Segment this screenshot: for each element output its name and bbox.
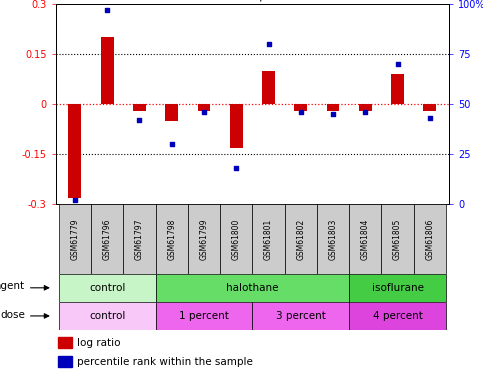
Text: percentile rank within the sample: percentile rank within the sample	[77, 357, 253, 367]
Bar	[91, 204, 123, 274]
Text: halothane: halothane	[226, 283, 279, 293]
Text: GSM61798: GSM61798	[167, 218, 176, 260]
Bar	[359, 104, 372, 111]
Bar	[253, 302, 349, 330]
Bar	[327, 104, 340, 111]
Bar	[59, 302, 156, 330]
Point	[394, 61, 401, 67]
Bar	[349, 302, 446, 330]
Bar	[349, 274, 446, 302]
Bar	[198, 104, 211, 111]
Bar	[133, 104, 146, 111]
Bar	[156, 302, 253, 330]
Text: GSM61806: GSM61806	[426, 218, 434, 260]
Bar	[156, 204, 188, 274]
Text: GSM61801: GSM61801	[264, 218, 273, 259]
Bar	[382, 204, 414, 274]
Bar	[220, 204, 253, 274]
Point	[232, 165, 240, 171]
Bar	[230, 104, 242, 147]
Text: GSM61803: GSM61803	[328, 218, 338, 260]
Text: control: control	[89, 311, 126, 321]
Text: dose: dose	[0, 309, 25, 320]
Text: 3 percent: 3 percent	[276, 311, 326, 321]
Point	[329, 111, 337, 117]
Point	[200, 109, 208, 115]
Text: agent: agent	[0, 281, 25, 291]
Text: GSM61779: GSM61779	[71, 218, 79, 260]
Text: GSM61804: GSM61804	[361, 218, 370, 260]
Bar	[424, 104, 436, 111]
Text: GSM61800: GSM61800	[232, 218, 241, 260]
Point	[168, 141, 175, 147]
Bar	[317, 204, 349, 274]
Bar	[349, 204, 382, 274]
Point	[265, 41, 272, 47]
Bar	[59, 204, 91, 274]
Bar	[262, 70, 275, 104]
Bar	[58, 356, 72, 368]
Bar	[414, 204, 446, 274]
Bar	[165, 104, 178, 121]
Bar	[69, 104, 81, 198]
Text: log ratio: log ratio	[77, 338, 121, 348]
Point	[136, 117, 143, 123]
Bar	[391, 74, 404, 104]
Text: GSM61799: GSM61799	[199, 218, 209, 260]
Point	[297, 109, 305, 115]
Bar	[58, 338, 72, 348]
Bar	[253, 204, 284, 274]
Bar	[123, 204, 156, 274]
Text: GSM61805: GSM61805	[393, 218, 402, 260]
Bar	[294, 104, 307, 111]
Text: GSM61797: GSM61797	[135, 218, 144, 260]
Text: 1 percent: 1 percent	[179, 311, 229, 321]
Bar	[59, 274, 156, 302]
Point	[71, 197, 79, 203]
Point	[426, 115, 434, 121]
Text: control: control	[89, 283, 126, 293]
Bar	[188, 204, 220, 274]
Text: 4 percent: 4 percent	[372, 311, 423, 321]
Text: GSM61796: GSM61796	[103, 218, 112, 260]
Point	[361, 109, 369, 115]
Bar	[284, 204, 317, 274]
Point	[103, 7, 111, 13]
Text: isoflurane: isoflurane	[371, 283, 424, 293]
Bar	[156, 274, 349, 302]
Title: GDS1398 / 20906: GDS1398 / 20906	[197, 0, 308, 3]
Text: GSM61802: GSM61802	[296, 218, 305, 259]
Bar	[101, 37, 114, 104]
